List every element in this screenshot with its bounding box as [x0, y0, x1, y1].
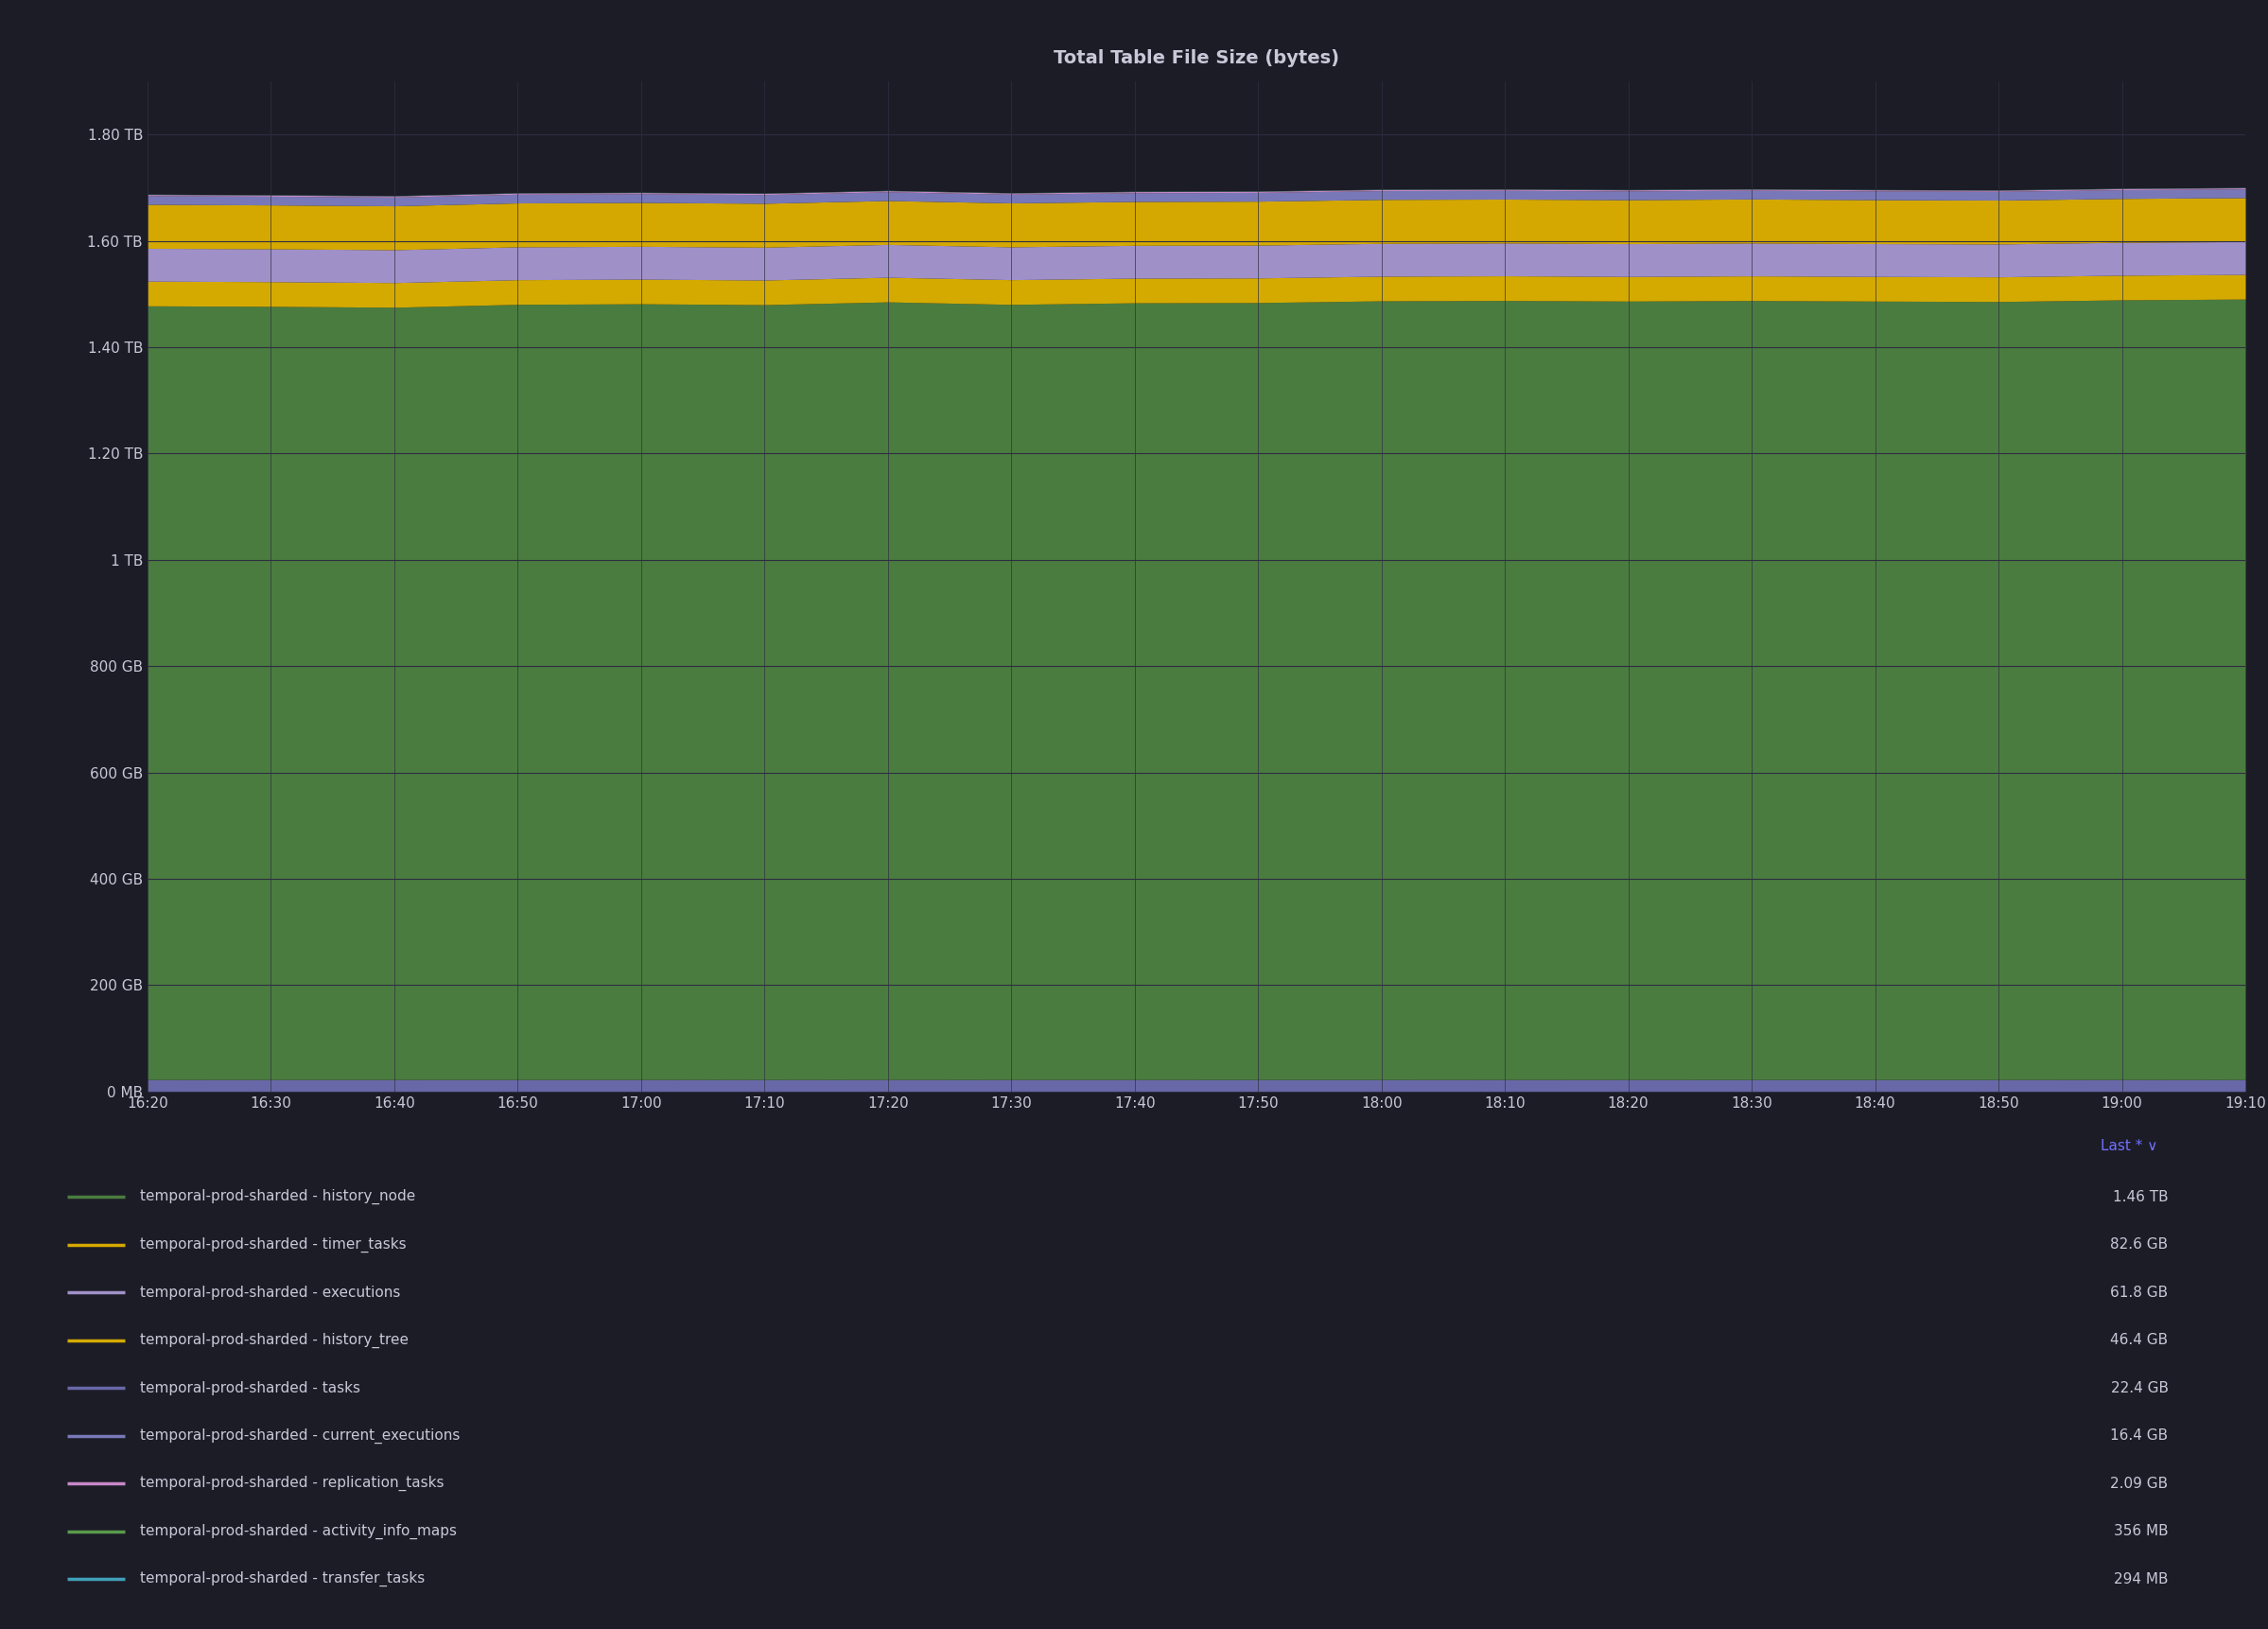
Title: Total Table File Size (bytes): Total Table File Size (bytes)	[1055, 49, 1338, 67]
Text: temporal-prod-sharded - executions: temporal-prod-sharded - executions	[141, 1285, 401, 1300]
Text: 82.6 GB: 82.6 GB	[2112, 1238, 2168, 1251]
Text: 294 MB: 294 MB	[2114, 1572, 2168, 1587]
Text: temporal-prod-sharded - history_node: temporal-prod-sharded - history_node	[141, 1189, 415, 1204]
Text: temporal-prod-sharded - current_executions: temporal-prod-sharded - current_executio…	[141, 1429, 460, 1443]
Text: temporal-prod-sharded - replication_tasks: temporal-prod-sharded - replication_task…	[141, 1476, 445, 1491]
Text: temporal-prod-sharded - history_tree: temporal-prod-sharded - history_tree	[141, 1333, 408, 1347]
Text: 1.46 TB: 1.46 TB	[2114, 1189, 2168, 1204]
Text: temporal-prod-sharded - timer_tasks: temporal-prod-sharded - timer_tasks	[141, 1236, 406, 1253]
Text: temporal-prod-sharded - tasks: temporal-prod-sharded - tasks	[141, 1381, 361, 1394]
Text: 46.4 GB: 46.4 GB	[2112, 1333, 2168, 1347]
Text: 2.09 GB: 2.09 GB	[2112, 1476, 2168, 1491]
Text: 16.4 GB: 16.4 GB	[2112, 1429, 2168, 1443]
Text: 22.4 GB: 22.4 GB	[2112, 1381, 2168, 1394]
Text: 356 MB: 356 MB	[2114, 1525, 2168, 1538]
Text: temporal-prod-sharded - transfer_tasks: temporal-prod-sharded - transfer_tasks	[141, 1572, 424, 1587]
Text: Last * ∨: Last * ∨	[2100, 1139, 2157, 1153]
Text: temporal-prod-sharded - activity_info_maps: temporal-prod-sharded - activity_info_ma…	[141, 1523, 456, 1539]
Text: 61.8 GB: 61.8 GB	[2112, 1285, 2168, 1300]
